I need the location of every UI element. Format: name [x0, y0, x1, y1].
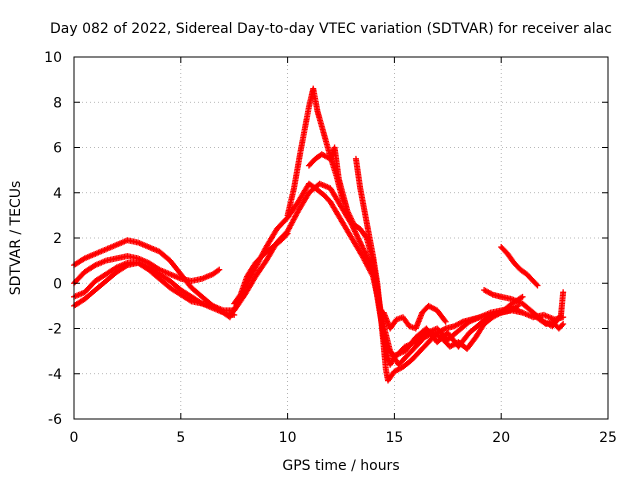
- data-point: [187, 297, 194, 304]
- axis-ticks: [73, 56, 609, 420]
- x-axis-label: GPS time / hours: [282, 458, 399, 474]
- y-tick-label: 2: [53, 231, 62, 247]
- y-axis-label: SDTVAR / TECUs: [8, 181, 24, 296]
- series-track-12: [231, 230, 291, 307]
- data-point: [557, 313, 564, 320]
- series-track-7: [352, 155, 526, 384]
- series-track-1: [71, 180, 567, 368]
- data-point: [518, 294, 525, 301]
- data-point: [362, 233, 369, 240]
- data-point: [559, 322, 566, 329]
- data-point: [519, 293, 526, 300]
- data-point: [519, 309, 526, 316]
- y-tick-label: 10: [44, 50, 62, 66]
- data-point: [284, 230, 291, 237]
- data-point: [214, 267, 221, 274]
- series-track-10: [498, 244, 541, 289]
- data-point: [442, 318, 449, 325]
- data-point: [283, 231, 290, 238]
- data-point: [216, 266, 223, 273]
- y-tick-label: 4: [53, 186, 62, 202]
- data-point: [533, 281, 540, 288]
- series-track-11: [530, 311, 567, 332]
- x-tick-label: 10: [279, 430, 297, 446]
- y-tick-label: -4: [48, 367, 62, 383]
- y-tick-label: -2: [48, 322, 62, 338]
- data-points: [71, 85, 567, 384]
- y-tick-label: -6: [48, 412, 62, 428]
- data-point: [560, 320, 567, 327]
- x-tick-label: 15: [385, 430, 403, 446]
- y-tick-label: 6: [53, 141, 62, 157]
- x-tick-label: 25: [599, 430, 617, 446]
- series-track-8: [380, 302, 449, 332]
- y-tick-label: 0: [53, 276, 62, 292]
- x-tick-label: 0: [70, 430, 79, 446]
- x-tick-label: 5: [176, 430, 185, 446]
- x-tick-labels: 0 5 10 15 20 25: [70, 430, 617, 446]
- data-point: [534, 282, 541, 289]
- x-tick-label: 20: [492, 430, 510, 446]
- series-track-4: [71, 237, 238, 318]
- data-point: [231, 311, 238, 318]
- data-point: [219, 308, 226, 315]
- data-point: [560, 289, 567, 296]
- grid: [74, 57, 608, 419]
- series-track-6: [305, 144, 522, 368]
- y-tick-label: 8: [53, 95, 62, 111]
- data-point: [441, 317, 448, 324]
- chart-title: Day 082 of 2022, Sidereal Day-to-day VTE…: [50, 21, 612, 37]
- y-tick-labels: -6 -4 -2 0 2 4 6 8 10: [44, 50, 62, 428]
